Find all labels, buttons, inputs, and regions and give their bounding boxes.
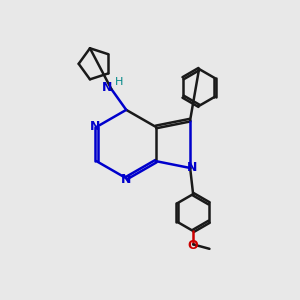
Text: N: N — [102, 81, 112, 94]
Text: N: N — [186, 161, 197, 175]
Text: N: N — [121, 173, 131, 186]
Text: H: H — [115, 76, 123, 87]
Text: O: O — [188, 239, 198, 252]
Text: N: N — [90, 121, 100, 134]
